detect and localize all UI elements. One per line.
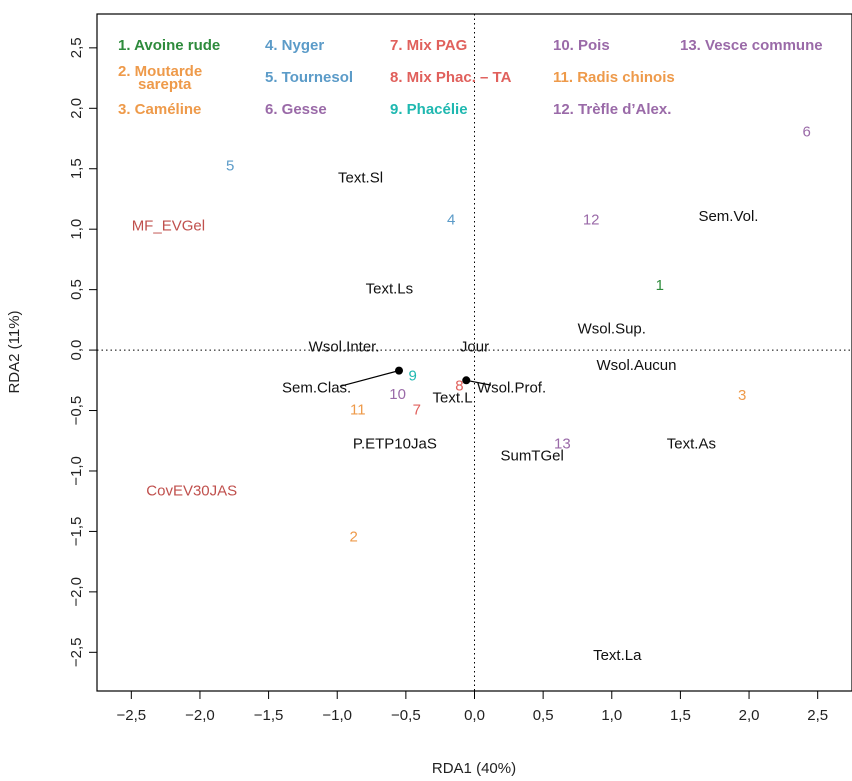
legend-item: 13. Vesce commune <box>680 37 823 54</box>
site-label: 4 <box>447 212 455 229</box>
variable-label: Text.L <box>433 389 473 406</box>
variable-label: Text.La <box>593 647 642 664</box>
legend-item: 3. Caméline <box>118 101 201 118</box>
variable-arrow <box>466 379 492 386</box>
x-tick-label: 2,5 <box>807 707 828 724</box>
y-tick-label: −1,5 <box>68 517 85 547</box>
x-tick-label: 2,0 <box>739 707 760 724</box>
site-label: 10 <box>389 386 406 403</box>
variable-label: Sem.Vol. <box>698 208 758 225</box>
variable-label: MF_EVGel <box>132 218 205 235</box>
arrows <box>339 366 492 387</box>
site-label: 2 <box>350 528 358 545</box>
variable-label: Text.Ls <box>366 281 414 298</box>
x-tick-label: −1,5 <box>254 707 284 724</box>
y-tick-label: 0,5 <box>68 279 85 300</box>
y-axis-title: RDA2 (11%) <box>6 310 23 393</box>
variable-label: Wsol.Prof. <box>477 380 546 397</box>
legend-item: 12. Trèfle d’Alex. <box>553 101 671 118</box>
y-tick-label: 2,0 <box>68 98 85 119</box>
y-tick-label: 1,0 <box>68 219 85 240</box>
legend-item: 8. Mix Phac. – TA <box>390 69 512 86</box>
variable-label: Jour <box>460 339 489 356</box>
y-tick-label: 2,5 <box>68 37 85 58</box>
legend: 1. Avoine rude 2. Moutarde sarepta 3. Camél… <box>118 37 823 118</box>
x-tick-label: 1,5 <box>670 707 691 724</box>
legend-item: 6. Gesse <box>265 101 327 118</box>
site-label: 1 <box>656 277 664 294</box>
variable-label: Wsol.Sup. <box>578 320 646 337</box>
legend-item: 11. Radis chinois <box>553 69 675 86</box>
x-tick-label: −2,0 <box>185 707 215 724</box>
x-axis: −2,5 −2,0 −1,5 −1,0 −0,5 0,0 0,5 1,0 1,5 2,0 2,5 <box>117 691 828 724</box>
y-tick-label: −1,0 <box>68 456 85 486</box>
legend-item: 2. Moutarde sarepta <box>118 63 202 93</box>
legend-item: 10. Pois <box>553 37 610 54</box>
y-tick-label: 0,0 <box>68 340 85 361</box>
y-tick-label: −2,0 <box>68 577 85 607</box>
variable-label: SumTGel <box>500 447 563 464</box>
site-label: 3 <box>738 387 746 404</box>
variable-label: Wsol.Inter. <box>309 339 380 356</box>
y-tick-label: 1,5 <box>68 158 85 179</box>
x-tick-label: 0,5 <box>533 707 554 724</box>
site-label: 9 <box>409 368 417 385</box>
site-label: 6 <box>803 123 811 140</box>
legend-item: 9. Phacélie <box>390 101 468 118</box>
site-label: 11 <box>350 401 366 418</box>
x-tick-label: −2,5 <box>117 707 147 724</box>
y-tick-label: −0,5 <box>68 396 85 426</box>
site-label: 5 <box>226 157 234 174</box>
variable-label: P.ETP10JaS <box>353 435 437 452</box>
site-label: 7 <box>413 401 421 418</box>
variable-label: Sem.Clas. <box>282 380 351 397</box>
variable-arrow <box>339 370 400 387</box>
legend-item: 1. Avoine rude <box>118 37 220 54</box>
y-tick-label: −2,5 <box>68 638 85 668</box>
variable-label: Text.As <box>667 435 716 452</box>
legend-item: 5. Tournesol <box>265 69 353 86</box>
y-axis: −2,5 −2,0 −1,5 −1,0 −0,5 0,0 0,5 1,0 1,5 2,0 2,5 <box>68 37 97 667</box>
x-axis-title: RDA1 (40%) <box>432 760 516 777</box>
variable-label: Wsol.Aucun <box>596 357 676 374</box>
x-tick-label: −0,5 <box>391 707 421 724</box>
site-label: 12 <box>583 212 600 229</box>
zero-lines <box>97 14 852 691</box>
legend-item: 7. Mix PAG <box>390 37 467 54</box>
variable-label: Text.Sl <box>338 169 383 186</box>
site-label: 13 <box>554 435 571 452</box>
centroid-point <box>462 376 471 385</box>
variable-label: CovEV30JAS <box>146 482 237 499</box>
x-tick-label: 1,0 <box>601 707 622 724</box>
centroid-point <box>395 366 403 375</box>
x-tick-label: 0,0 <box>464 707 485 724</box>
x-tick-label: −1,0 <box>322 707 352 724</box>
legend-item: 4. Nyger <box>265 37 324 54</box>
environmental-variables: Text.Sl Text.Ls Sem.Vol. Wsol.Sup. Wsol.Inte… <box>132 169 759 664</box>
site-label: 8 <box>455 377 463 394</box>
